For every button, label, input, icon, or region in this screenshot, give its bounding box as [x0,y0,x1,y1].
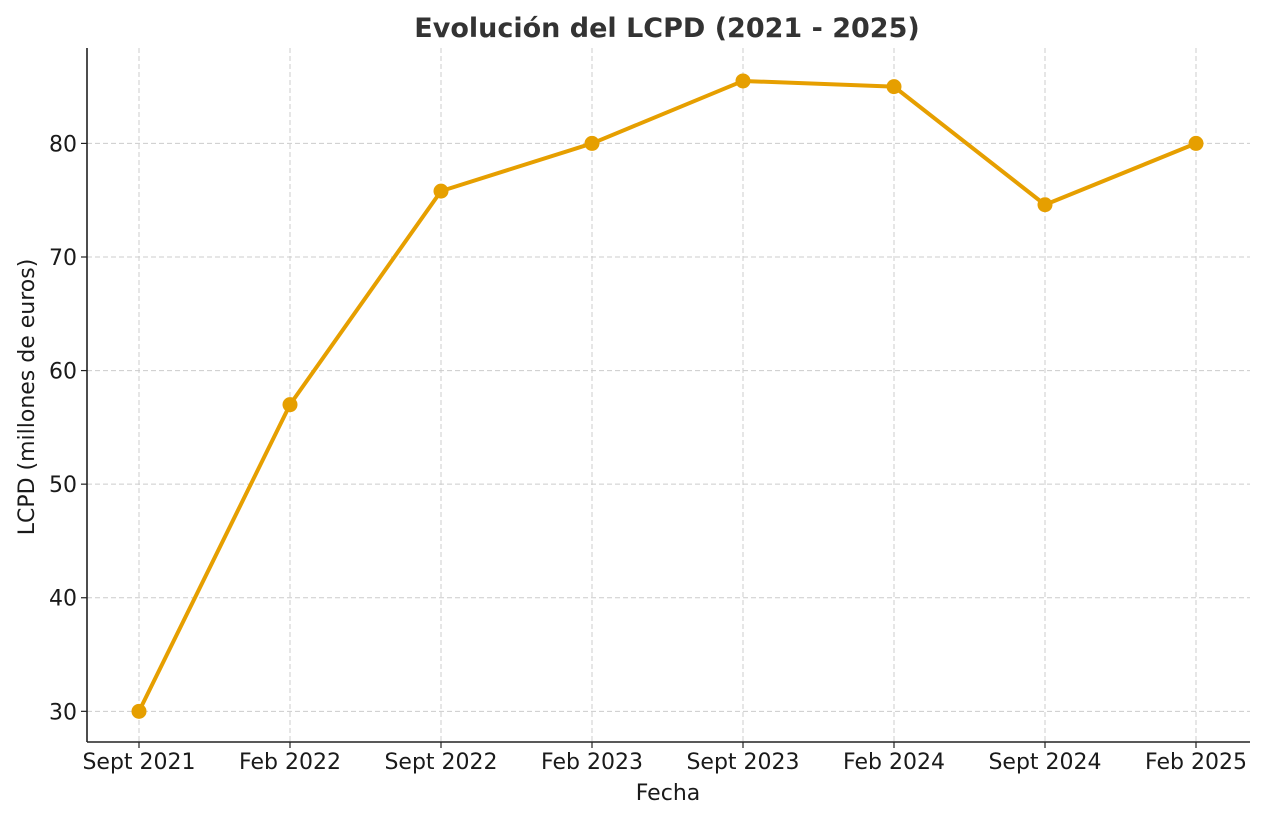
data-point [584,135,600,151]
y-axis-ticks: 30 40 50 60 70 80 [49,132,87,725]
data-point [282,397,298,413]
y-tick-label: 50 [49,473,77,498]
y-tick-label: 80 [49,132,77,157]
x-axis-ticks: Sept 2021 Feb 2022 Sept 2022 Feb 2023 Sept 2… [82,742,1247,775]
x-tick-label: Sept 2022 [384,750,497,775]
data-point [131,703,147,719]
grid [87,48,1250,742]
data-point [886,79,902,95]
x-tick-label: Feb 2022 [239,750,341,775]
y-tick-label: 40 [49,587,77,612]
y-tick-label: 60 [49,360,77,385]
x-tick-label: Feb 2023 [541,750,643,775]
x-axis-label: Fecha [636,781,701,806]
x-tick-label: Sept 2023 [686,750,799,775]
series-line [137,78,1197,713]
data-point [735,73,751,89]
x-tick-label: Sept 2024 [988,750,1101,775]
series-lcpd [131,73,1204,719]
data-point [1037,197,1053,213]
data-point [433,183,449,199]
y-axis-label: LCPD (millones de euros) [15,259,40,536]
x-tick-label: Feb 2025 [1145,750,1247,775]
x-tick-label: Sept 2021 [82,750,195,775]
chart-title: Evolución del LCPD (2021 - 2025) [414,13,919,44]
data-point [1188,135,1204,151]
y-tick-label: 70 [49,246,77,271]
x-tick-label: Feb 2024 [843,750,945,775]
y-tick-label: 30 [49,700,77,725]
